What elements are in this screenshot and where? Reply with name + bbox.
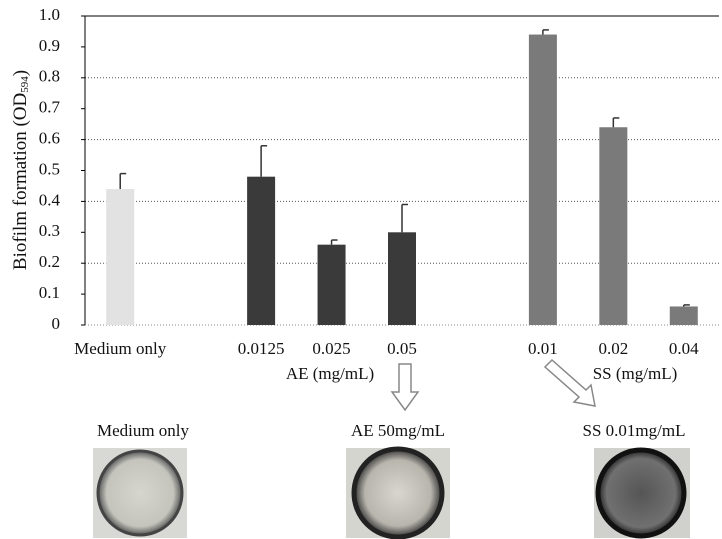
bar — [318, 245, 346, 325]
x-tick-label: 0.0125 — [238, 339, 285, 358]
group-label: SS (mg/mL) — [593, 364, 678, 383]
bar — [529, 35, 557, 325]
x-tick-label: 0.02 — [598, 339, 628, 358]
bar — [247, 177, 275, 325]
x-tick-label: 0.01 — [528, 339, 558, 358]
y-tick-label: 0.6 — [39, 129, 60, 148]
y-tick-label: 0.4 — [39, 190, 61, 209]
x-tick-label: Medium only — [74, 339, 167, 358]
image-caption: Medium only — [97, 421, 190, 440]
arrow — [545, 360, 595, 406]
x-tick-label: 0.04 — [669, 339, 699, 358]
y-tick-label: 0.3 — [39, 221, 60, 240]
bar — [599, 127, 627, 325]
bar — [388, 232, 416, 325]
y-tick-label: 1.0 — [39, 5, 60, 24]
y-tick-label: 0.8 — [39, 67, 60, 86]
y-tick-label: 0.2 — [39, 252, 60, 271]
y-tick-label: 0.1 — [39, 283, 60, 302]
y-tick-label: 0.7 — [39, 98, 61, 117]
y-label-subscript: 594 — [19, 76, 31, 93]
y-label-text: Biofilm formation (OD — [10, 93, 31, 270]
y-tick-label: 0.5 — [39, 159, 60, 178]
image-caption: AE 50mg/mL — [351, 421, 445, 440]
x-tick-label: 0.025 — [312, 339, 350, 358]
y-label-suffix: ) — [10, 70, 31, 76]
bar — [106, 189, 134, 325]
group-label: AE (mg/mL) — [286, 364, 374, 383]
well-image — [594, 448, 690, 538]
y-axis-label: Biofilm formation (OD594) — [10, 70, 31, 270]
image-caption: SS 0.01mg/mL — [583, 421, 686, 440]
y-tick-label: 0.9 — [39, 36, 60, 55]
well-image — [93, 448, 187, 538]
x-tick-label: 0.05 — [387, 339, 417, 358]
well-image — [346, 448, 450, 538]
arrow — [392, 364, 418, 410]
y-tick-label: 0 — [52, 314, 61, 333]
figure: Biofilm formation (OD594) AE (mg/mL) SS … — [0, 0, 722, 539]
bar — [670, 306, 698, 325]
